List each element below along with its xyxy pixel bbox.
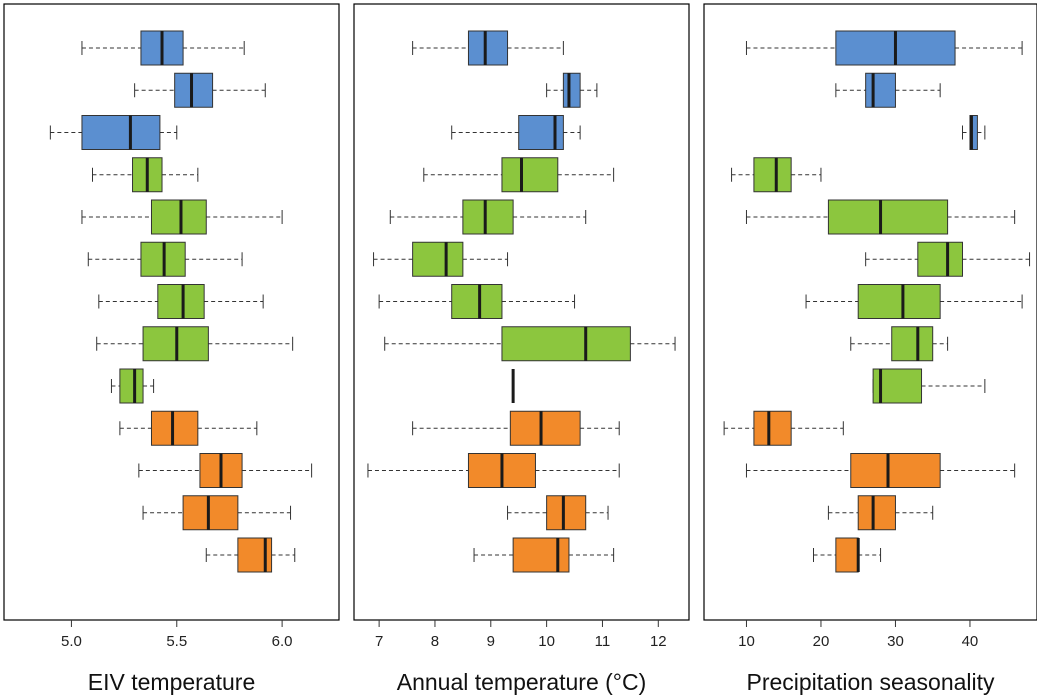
box-row-3 xyxy=(50,116,176,150)
iqr-box xyxy=(502,158,558,192)
x-tick-label: 8 xyxy=(431,633,439,650)
x-tick-label: 5.5 xyxy=(166,633,187,650)
x-axis-title: Annual temperature (°C) xyxy=(397,669,647,695)
x-axis-title: EIV temperature xyxy=(88,669,255,695)
box-row-4 xyxy=(424,158,614,192)
box-row-6 xyxy=(374,242,508,276)
box-row-10 xyxy=(120,411,257,445)
box-row-1 xyxy=(82,31,244,65)
box-row-13 xyxy=(814,538,881,572)
iqr-box xyxy=(413,242,463,276)
x-tick-label: 5.0 xyxy=(61,633,82,650)
box-row-11 xyxy=(368,454,619,488)
box-row-3 xyxy=(963,116,985,150)
x-tick-label: 20 xyxy=(813,633,830,650)
iqr-box xyxy=(754,158,791,192)
iqr-box xyxy=(175,73,213,107)
panel-precipitation-seasonality: 10 20 30 40 Precipitation seasonality xyxy=(704,4,1037,695)
x-tick-label: 40 xyxy=(962,633,979,650)
iqr-box xyxy=(510,411,580,445)
box-row-12 xyxy=(828,496,932,530)
iqr-box xyxy=(151,411,197,445)
box-row-12 xyxy=(508,496,609,530)
iqr-box xyxy=(858,496,895,530)
iqr-box xyxy=(866,73,896,107)
box-row-3 xyxy=(452,116,580,150)
box-row-7 xyxy=(379,285,574,319)
box-row-6 xyxy=(88,242,242,276)
iqr-box xyxy=(754,411,791,445)
iqr-box xyxy=(463,200,513,234)
box-row-2 xyxy=(836,73,940,107)
box-row-5 xyxy=(82,200,282,234)
box-row-2 xyxy=(135,73,266,107)
iqr-box xyxy=(851,454,940,488)
box-row-5 xyxy=(746,200,1014,234)
iqr-box xyxy=(513,538,569,572)
box-row-6 xyxy=(866,242,1030,276)
iqr-box xyxy=(468,31,507,65)
iqr-box xyxy=(519,116,564,150)
iqr-box xyxy=(892,327,933,361)
iqr-box xyxy=(858,285,940,319)
panel-annual-temperature: 7 8 9 10 11 12 Annual temperature (°C) xyxy=(354,4,689,695)
box-row-7 xyxy=(99,285,263,319)
box-row-11 xyxy=(746,454,1014,488)
x-tick-label: 10 xyxy=(538,633,555,650)
iqr-box xyxy=(918,242,963,276)
iqr-box xyxy=(151,200,206,234)
box-row-10 xyxy=(724,411,843,445)
box-row-2 xyxy=(547,73,597,107)
box-row-1 xyxy=(413,31,564,65)
box-row-11 xyxy=(139,454,312,488)
x-tick-label: 10 xyxy=(738,633,755,650)
iqr-box xyxy=(452,285,502,319)
box-row-8 xyxy=(851,327,948,361)
box-row-1 xyxy=(746,31,1022,65)
box-row-13 xyxy=(474,538,614,572)
box-row-8 xyxy=(97,327,293,361)
iqr-box xyxy=(563,73,580,107)
box-row-4 xyxy=(732,158,821,192)
box-row-10 xyxy=(413,411,620,445)
panel-frame xyxy=(354,4,689,620)
box-row-12 xyxy=(143,496,290,530)
x-tick-label: 7 xyxy=(375,633,383,650)
box-row-13 xyxy=(206,538,294,572)
box-row-7 xyxy=(806,285,1022,319)
box-row-4 xyxy=(92,158,197,192)
iqr-box xyxy=(158,285,204,319)
iqr-box xyxy=(836,538,858,572)
iqr-box xyxy=(828,200,947,234)
iqr-box xyxy=(82,116,160,150)
x-axis-title: Precipitation seasonality xyxy=(746,669,995,695)
iqr-box xyxy=(547,496,586,530)
x-tick-label: 6.0 xyxy=(272,633,293,650)
iqr-box xyxy=(120,369,143,403)
box-row-9 xyxy=(111,369,153,403)
box-row-5 xyxy=(390,200,585,234)
x-tick-label: 12 xyxy=(650,633,667,650)
iqr-box xyxy=(502,327,630,361)
panel-eiv-temperature: 5.0 5.5 6.0 EIV temperature xyxy=(4,4,339,695)
box-row-9 xyxy=(873,369,985,403)
box-row-8 xyxy=(385,327,675,361)
x-tick-label: 30 xyxy=(887,633,904,650)
x-tick-label: 11 xyxy=(595,633,611,650)
x-tick-label: 9 xyxy=(487,633,495,650)
iqr-box xyxy=(183,496,238,530)
